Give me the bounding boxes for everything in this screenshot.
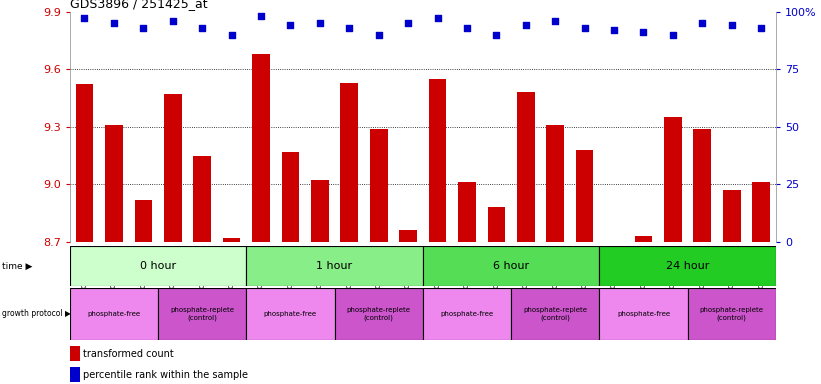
Bar: [687, 288, 776, 340]
Bar: [335, 288, 423, 340]
Bar: [105, 125, 123, 242]
Point: [166, 18, 179, 24]
Bar: [194, 156, 211, 242]
Bar: [423, 288, 511, 340]
Text: time ▶: time ▶: [2, 262, 32, 270]
Bar: [252, 54, 270, 242]
Point: [548, 18, 562, 24]
Point: [461, 25, 474, 31]
Bar: [752, 182, 770, 242]
Text: phosphate-replete
(control): phosphate-replete (control): [699, 307, 764, 321]
Text: 0 hour: 0 hour: [140, 261, 177, 271]
Point: [108, 20, 121, 26]
Bar: [599, 288, 688, 340]
Text: transformed count: transformed count: [83, 349, 174, 359]
Point: [255, 13, 268, 19]
Bar: [399, 230, 417, 242]
Point: [667, 31, 680, 38]
Point: [431, 15, 444, 22]
Bar: [222, 238, 241, 242]
Bar: [246, 288, 335, 340]
Bar: [635, 236, 653, 242]
Bar: [158, 288, 246, 340]
Bar: [599, 246, 776, 286]
Point: [578, 25, 591, 31]
Bar: [311, 180, 328, 242]
Bar: [341, 83, 358, 242]
Bar: [423, 246, 599, 286]
Text: 6 hour: 6 hour: [493, 261, 530, 271]
Text: phosphate-free: phosphate-free: [440, 311, 493, 317]
Bar: [694, 129, 711, 242]
Bar: [723, 190, 741, 242]
Point: [608, 27, 621, 33]
Text: phosphate-free: phosphate-free: [87, 311, 140, 317]
Point: [725, 22, 738, 28]
Point: [519, 22, 532, 28]
Text: phosphate-replete
(control): phosphate-replete (control): [170, 307, 234, 321]
Point: [314, 20, 327, 26]
Bar: [70, 346, 80, 361]
Point: [637, 29, 650, 35]
Text: phosphate-replete
(control): phosphate-replete (control): [523, 307, 587, 321]
Point: [137, 25, 150, 31]
Bar: [576, 150, 594, 242]
Bar: [164, 94, 181, 242]
Bar: [76, 84, 94, 242]
Point: [490, 31, 503, 38]
Bar: [517, 92, 534, 242]
Bar: [488, 207, 505, 242]
Bar: [282, 152, 300, 242]
Bar: [70, 367, 80, 382]
Bar: [369, 129, 388, 242]
Point: [78, 15, 91, 22]
Text: GDS3896 / 251425_at: GDS3896 / 251425_at: [70, 0, 208, 10]
Point: [695, 20, 709, 26]
Text: phosphate-free: phosphate-free: [617, 311, 670, 317]
Text: phosphate-replete
(control): phosphate-replete (control): [346, 307, 410, 321]
Point: [372, 31, 385, 38]
Text: 24 hour: 24 hour: [666, 261, 709, 271]
Point: [401, 20, 415, 26]
Text: growth protocol ▶: growth protocol ▶: [2, 310, 71, 318]
Bar: [70, 288, 158, 340]
Point: [195, 25, 209, 31]
Text: phosphate-free: phosphate-free: [264, 311, 317, 317]
Point: [225, 31, 238, 38]
Bar: [458, 182, 476, 242]
Text: percentile rank within the sample: percentile rank within the sample: [83, 370, 248, 380]
Bar: [511, 288, 599, 340]
Point: [342, 25, 355, 31]
Bar: [664, 117, 681, 242]
Bar: [429, 79, 447, 242]
Bar: [70, 246, 246, 286]
Bar: [547, 125, 564, 242]
Bar: [135, 200, 152, 242]
Bar: [246, 246, 423, 286]
Point: [284, 22, 297, 28]
Point: [754, 25, 768, 31]
Text: 1 hour: 1 hour: [316, 261, 353, 271]
